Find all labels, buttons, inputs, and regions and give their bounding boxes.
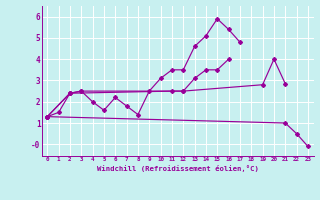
X-axis label: Windchill (Refroidissement éolien,°C): Windchill (Refroidissement éolien,°C) <box>97 165 259 172</box>
